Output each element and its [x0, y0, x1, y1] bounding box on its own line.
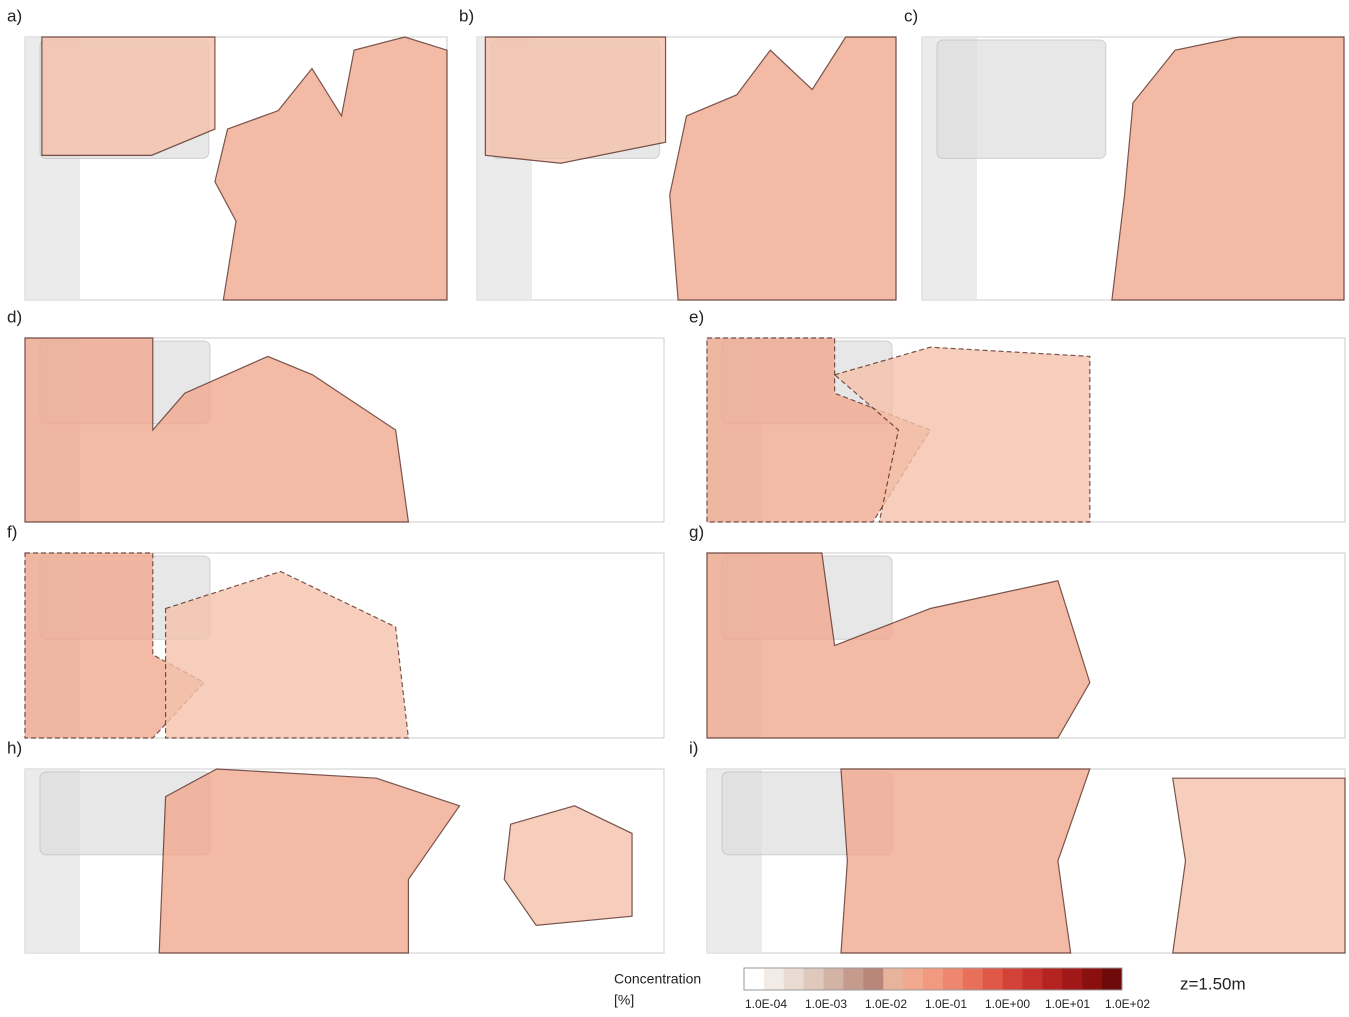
equipment [936, 39, 1107, 159]
concentration-region [214, 36, 448, 301]
concentration-region [503, 805, 633, 927]
colorbar-swatch [783, 968, 805, 990]
colorbar-swatch [1102, 968, 1123, 990]
colorbar-swatch [923, 968, 944, 990]
concentration-region [1172, 777, 1346, 954]
panel [24, 36, 448, 301]
colorbar-frame [743, 967, 1123, 991]
concentration-region [484, 36, 667, 164]
concentration-region [706, 337, 932, 523]
panel [476, 36, 897, 301]
colorbar-swatch [1002, 968, 1024, 990]
legend-title: Concentration [614, 971, 701, 987]
panel-label: b) [459, 6, 474, 25]
concentration-region [1111, 36, 1345, 301]
panel-label: d) [7, 307, 22, 326]
colorbar-swatch [883, 968, 904, 990]
colorbar-tick-label: 1.0E-03 [805, 997, 847, 1011]
colorbar-swatch [803, 968, 825, 990]
colorbar-swatch [843, 968, 864, 990]
panel-label: h) [7, 738, 22, 757]
colorbar-tick-label: 1.0E-01 [925, 997, 967, 1011]
concentration-region [41, 36, 216, 156]
colorbar-tick-label: 1.0E+00 [985, 997, 1030, 1011]
concentration-region [833, 346, 1091, 523]
colorbar-tick-label: 1.0E-04 [745, 997, 787, 1011]
colorbar-swatch [903, 968, 924, 990]
panel [24, 552, 665, 739]
panel-label: a) [7, 6, 22, 25]
panel-label: e) [689, 307, 704, 326]
panel [706, 337, 1346, 523]
colorbar-swatch [1082, 968, 1103, 990]
colorbar-swatch [942, 968, 964, 990]
colorbar-swatch [1062, 968, 1083, 990]
concentration-region [24, 337, 410, 523]
colorbar-swatch [744, 968, 765, 990]
colorbar-swatch [1042, 968, 1063, 990]
panel [706, 552, 1346, 739]
panel-label: f) [7, 522, 17, 541]
panel [921, 36, 1345, 301]
colorbar-tick-label: 1.0E+01 [1045, 997, 1090, 1011]
height-annotation: z=1.50m [1180, 974, 1246, 993]
panel-label: i) [689, 738, 698, 757]
colorbar-swatch [1022, 968, 1043, 990]
panel-label: c) [904, 6, 918, 25]
colorbar-tick-label: 1.0E-02 [865, 997, 907, 1011]
colorbar-swatch [962, 968, 984, 990]
panel-label: g) [689, 522, 704, 541]
concentration-region [840, 768, 1091, 954]
colorbar-swatch [763, 968, 785, 990]
colorbar-swatch [982, 968, 1004, 990]
concentration-region [669, 36, 897, 301]
legend-unit: [%] [614, 992, 634, 1008]
colorbar-swatch [823, 968, 844, 990]
panel [24, 337, 665, 523]
colorbar-swatch [863, 968, 884, 990]
colorbar-tick-label: 1.0E+02 [1105, 997, 1150, 1011]
panel [706, 768, 1346, 954]
concentration-region [706, 552, 1091, 739]
panel [24, 768, 665, 954]
concentration-region [158, 768, 461, 954]
concentration-region [164, 570, 410, 739]
concentration-region [24, 552, 205, 739]
